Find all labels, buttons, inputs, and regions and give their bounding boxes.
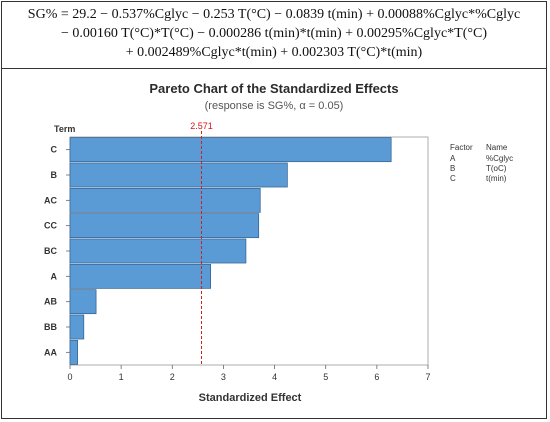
equation-line-2: − 0.00160 T(°C)*T(°C) − 0.000286 t(min)*… [61, 26, 487, 41]
category-label-ac: AC [44, 195, 57, 205]
x-axis-label: Standardized Effect [199, 392, 302, 404]
x-tick-label-4: 4 [272, 372, 277, 382]
bar-a [69, 263, 211, 289]
x-tick-label-6: 6 [374, 372, 379, 382]
x-tick-label-7: 7 [425, 372, 430, 382]
bar-c [69, 137, 392, 163]
legend-header-name: Name [486, 143, 508, 152]
reference-line-label: 2.571 [190, 121, 213, 131]
equation-line-3: + 0.002489%Cglyc*t(min) + 0.002303 T(°C)… [125, 45, 423, 60]
legend-factor-a: A [450, 154, 456, 163]
chart-title: Pareto Chart of the Standardized Effects [149, 81, 398, 96]
reference-line-group: 2.571 [190, 121, 213, 365]
bar-bc [69, 238, 247, 264]
bar-b [69, 162, 288, 188]
category-labels: C B AC CC BC A AB BB AA [44, 145, 70, 357]
legend-factor-b: B [450, 164, 455, 173]
legend-name-a: %Cglyc [486, 154, 513, 163]
legend: Factor Name A %Cglyc B T(oC) C t(min) [450, 143, 513, 183]
bars [69, 137, 392, 365]
category-label-cc: CC [44, 221, 57, 231]
x-tick-label-5: 5 [323, 372, 328, 382]
chart-subtitle: (response is SG%, α = 0.05) [205, 100, 344, 112]
legend-factor-c: C [450, 174, 456, 183]
bar-cc [69, 213, 260, 239]
category-label-bc: BC [44, 246, 57, 256]
y-axis-label: Term [54, 124, 75, 134]
category-label-bb: BB [44, 322, 57, 332]
x-tick-label-1: 1 [119, 372, 124, 382]
x-tick-label-3: 3 [221, 372, 226, 382]
category-label-ab: AB [44, 297, 57, 307]
legend-name-c: t(min) [486, 174, 507, 183]
bar-aa [69, 339, 79, 365]
x-tick-label-0: 0 [67, 372, 72, 382]
bar-bb [69, 314, 85, 340]
pareto-chart-svg: Pareto Chart of the Standardized Effects… [44, 81, 513, 404]
x-tick-label-2: 2 [170, 372, 175, 382]
bar-ab [69, 289, 97, 315]
category-label-b: B [51, 170, 58, 180]
equation-line-1: SG% = 29.2 − 0.537%Cglyc − 0.253 T(°C) −… [27, 7, 521, 22]
category-label-a: A [51, 271, 58, 281]
regression-equation: SG% = 29.2 − 0.537%Cglyc − 0.253 T(°C) −… [2, 2, 546, 69]
category-label-aa: AA [44, 347, 57, 357]
legend-header-factor: Factor [450, 143, 473, 152]
bar-ac [69, 187, 261, 213]
category-label-c: C [51, 145, 58, 155]
pareto-chart: Pareto Chart of the Standardized Effects… [2, 69, 546, 418]
x-ticks: 0 1 2 3 4 5 6 7 [67, 365, 431, 382]
legend-name-b: T(oC) [486, 164, 507, 173]
